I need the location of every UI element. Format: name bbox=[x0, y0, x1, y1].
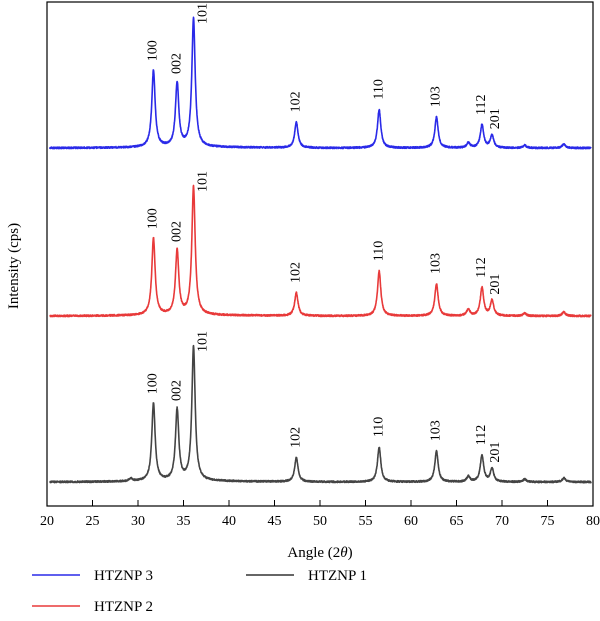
series-line-htznp-3 bbox=[48, 16, 592, 150]
peak-label: 102 bbox=[289, 262, 304, 283]
x-tick-label: 25 bbox=[86, 514, 100, 529]
peak-label: 002 bbox=[169, 221, 184, 242]
x-tick-label: 50 bbox=[313, 514, 327, 529]
x-tick-label: 70 bbox=[495, 514, 509, 529]
peak-label: 110 bbox=[371, 417, 386, 437]
series-line-htznp-2 bbox=[49, 184, 592, 318]
plot-frame bbox=[46, 1, 594, 507]
peak-label: 100 bbox=[146, 208, 161, 229]
peak-label: 101 bbox=[196, 3, 211, 24]
peak-label: 103 bbox=[429, 86, 444, 107]
x-tick-label: 65 bbox=[450, 514, 464, 529]
peak-label: 103 bbox=[429, 420, 444, 441]
y-axis-title: Intensity (cps) bbox=[6, 223, 22, 309]
x-tick-label: 45 bbox=[268, 514, 282, 529]
peak-label: 201 bbox=[488, 108, 503, 129]
peak-label: 110 bbox=[371, 79, 386, 99]
peak-label: 103 bbox=[429, 253, 444, 274]
legend-label: HTZNP 1 bbox=[308, 568, 367, 584]
peak-label: 102 bbox=[289, 427, 304, 448]
peak-label: 102 bbox=[289, 91, 304, 112]
legend-label: HTZNP 3 bbox=[94, 568, 153, 584]
peak-label: 201 bbox=[488, 442, 503, 463]
peak-label: 100 bbox=[146, 373, 161, 394]
x-tick-label: 30 bbox=[131, 514, 145, 529]
x-tick-label: 20 bbox=[40, 514, 54, 529]
peak-label: 110 bbox=[371, 241, 386, 261]
series-layer bbox=[48, 16, 592, 484]
peak-label: 100 bbox=[146, 40, 161, 61]
x-tick-label: 75 bbox=[541, 514, 555, 529]
peak-label: 201 bbox=[488, 274, 503, 295]
peak-label: 112 bbox=[474, 257, 489, 277]
x-tick-label: 55 bbox=[359, 514, 373, 529]
peak-label: 112 bbox=[474, 425, 489, 445]
x-tick-label: 35 bbox=[177, 514, 191, 529]
x-tick-label: 40 bbox=[222, 514, 236, 529]
peak-label: 101 bbox=[196, 171, 211, 192]
legend-label: HTZNP 2 bbox=[94, 599, 153, 615]
peak-label: 101 bbox=[196, 331, 211, 352]
peak-label: 002 bbox=[169, 53, 184, 74]
legend: HTZNP 3 HTZNP 2 HTZNP 1 bbox=[32, 568, 367, 615]
series-line-htznp-1 bbox=[49, 344, 592, 484]
x-axis-title: Angle (2θ) bbox=[287, 545, 352, 561]
peak-label: 112 bbox=[474, 94, 489, 114]
x-tick-label: 60 bbox=[404, 514, 418, 529]
x-tick-label: 80 bbox=[586, 514, 600, 529]
x-axis-ticks: 20 25 30 35 40 45 50 55 60 65 70 75 80 bbox=[40, 500, 600, 529]
peak-label: 002 bbox=[169, 380, 184, 401]
